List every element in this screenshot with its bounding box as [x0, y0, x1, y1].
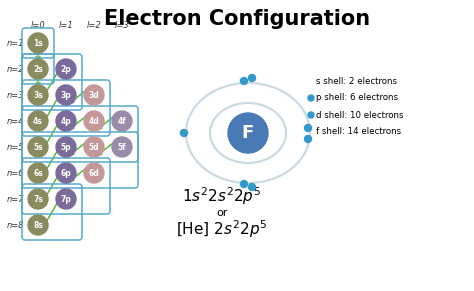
Circle shape	[304, 125, 311, 132]
Text: 3s: 3s	[33, 91, 43, 100]
Circle shape	[56, 137, 76, 157]
Text: 5s: 5s	[33, 143, 43, 152]
Text: f shell: 14 electrons: f shell: 14 electrons	[316, 127, 401, 136]
Text: 2p: 2p	[61, 65, 72, 74]
Text: l=1: l=1	[59, 20, 73, 29]
Text: 3d: 3d	[89, 91, 100, 100]
Text: 6d: 6d	[89, 168, 100, 178]
Text: 5f: 5f	[118, 143, 126, 152]
Circle shape	[84, 137, 104, 157]
Text: d shell: 10 electrons: d shell: 10 electrons	[316, 111, 403, 120]
Text: n=2: n=2	[7, 65, 25, 74]
Circle shape	[56, 59, 76, 79]
Circle shape	[304, 136, 311, 143]
Text: l=0: l=0	[31, 20, 46, 29]
Circle shape	[28, 85, 48, 105]
Text: n=6: n=6	[7, 168, 25, 178]
Text: l=2: l=2	[87, 20, 101, 29]
Text: 6p: 6p	[61, 168, 72, 178]
Circle shape	[28, 215, 48, 235]
Text: 1s: 1s	[33, 38, 43, 47]
Text: n=4: n=4	[7, 116, 25, 125]
Circle shape	[84, 85, 104, 105]
Text: l=3: l=3	[115, 20, 129, 29]
Text: 6s: 6s	[33, 168, 43, 178]
Text: n=5: n=5	[7, 143, 25, 152]
Text: F: F	[242, 124, 254, 142]
Circle shape	[248, 74, 255, 81]
Circle shape	[84, 111, 104, 131]
Text: p shell: 6 electrons: p shell: 6 electrons	[316, 93, 398, 102]
Circle shape	[56, 85, 76, 105]
Circle shape	[248, 184, 255, 191]
Circle shape	[28, 163, 48, 183]
Text: 2s: 2s	[33, 65, 43, 74]
Text: n=1: n=1	[7, 38, 25, 47]
Text: Electron Configuration: Electron Configuration	[104, 9, 370, 29]
Text: 7s: 7s	[33, 194, 43, 203]
Circle shape	[28, 189, 48, 209]
Text: s shell: 2 electrons: s shell: 2 electrons	[316, 77, 397, 86]
Circle shape	[181, 129, 188, 136]
Text: 5d: 5d	[89, 143, 100, 152]
Circle shape	[112, 137, 132, 157]
Circle shape	[240, 180, 247, 187]
Text: 4f: 4f	[118, 116, 126, 125]
Circle shape	[28, 111, 48, 131]
Circle shape	[56, 163, 76, 183]
Text: 5p: 5p	[61, 143, 71, 152]
Circle shape	[28, 33, 48, 53]
Circle shape	[28, 59, 48, 79]
Text: 4d: 4d	[89, 116, 100, 125]
Text: 7p: 7p	[61, 194, 72, 203]
Circle shape	[56, 189, 76, 209]
Circle shape	[308, 112, 314, 118]
Text: n=3: n=3	[7, 91, 25, 100]
Circle shape	[28, 137, 48, 157]
Circle shape	[84, 163, 104, 183]
Circle shape	[56, 111, 76, 131]
Text: 3p: 3p	[61, 91, 72, 100]
Text: 4s: 4s	[33, 116, 43, 125]
Text: or: or	[216, 208, 228, 218]
Circle shape	[308, 95, 314, 101]
Circle shape	[112, 111, 132, 131]
Text: 4p: 4p	[61, 116, 72, 125]
Text: n=8: n=8	[7, 221, 25, 230]
Text: n=7: n=7	[7, 194, 25, 203]
Circle shape	[240, 77, 247, 84]
Text: $1s^{2}2s^{2}2p^{5}$: $1s^{2}2s^{2}2p^{5}$	[182, 185, 262, 207]
Text: 8s: 8s	[33, 221, 43, 230]
Text: $[\mathrm{He}]\ 2s^{2}2p^{5}$: $[\mathrm{He}]\ 2s^{2}2p^{5}$	[176, 218, 268, 240]
Circle shape	[228, 113, 268, 153]
